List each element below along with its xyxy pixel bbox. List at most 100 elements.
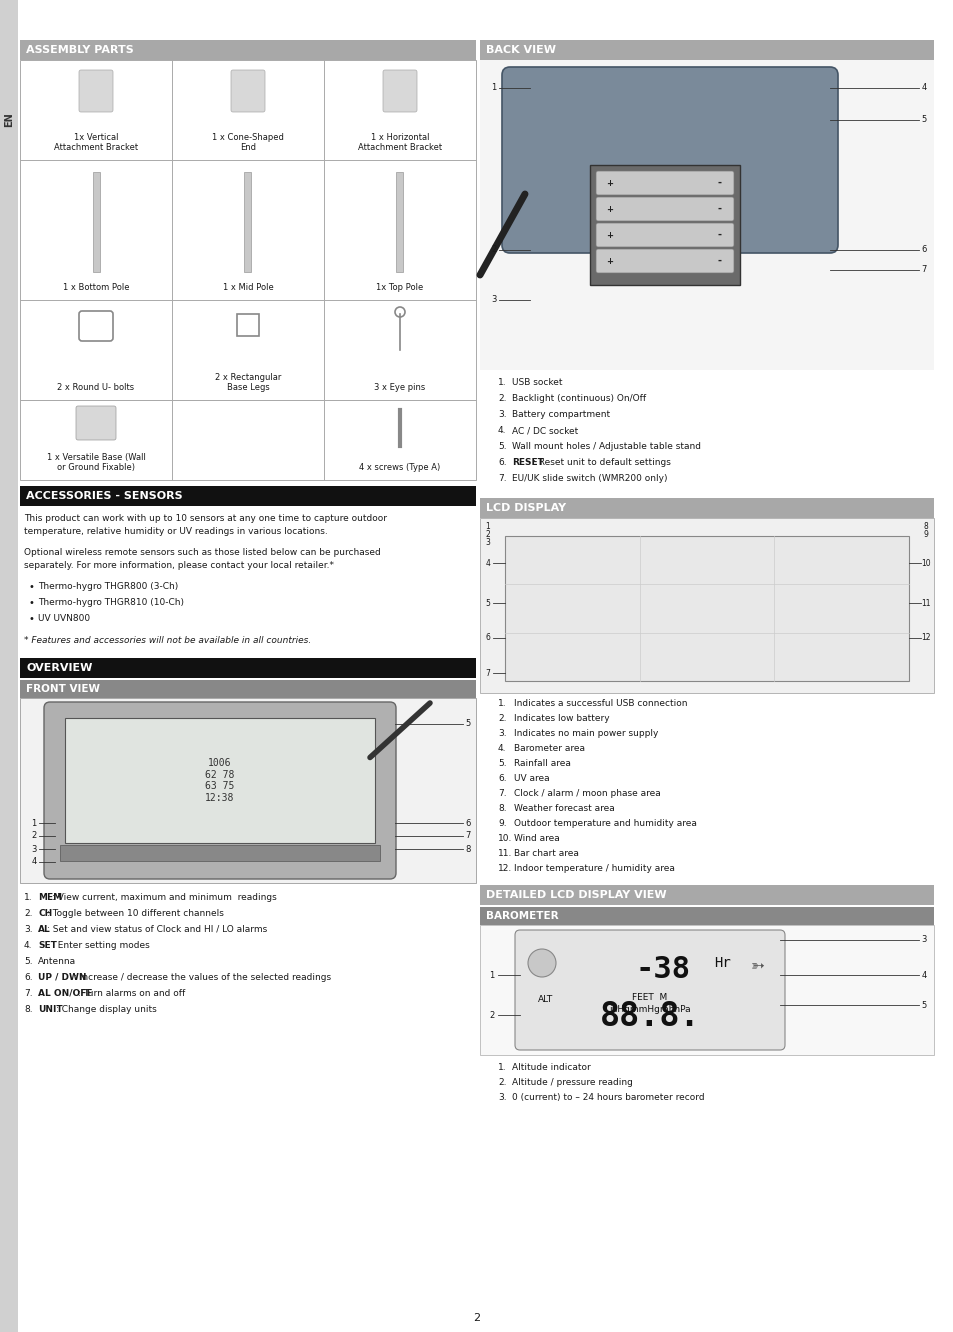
Bar [20,60,476,400]
Text: Altitude / pressure reading: Altitude / pressure reading [512,1078,632,1087]
FancyBboxPatch shape [76,406,116,440]
Text: Backlight (continuous) On/Off: Backlight (continuous) On/Off [512,394,645,404]
Text: 2: 2 [473,1313,480,1323]
Text: 3 x Eye pins: 3 x Eye pins [374,384,425,392]
Text: 2: 2 [489,1011,494,1019]
Text: 1 x Mid Pole: 1 x Mid Pole [222,282,274,292]
Text: Indicates a successful USB connection: Indicates a successful USB connection [514,699,687,709]
Bar [20,681,476,698]
Text: Antenna: Antenna [38,956,76,966]
Text: 11: 11 [921,598,930,607]
Text: 5.: 5. [497,442,506,452]
Text: 4.: 4. [24,940,32,950]
Text: : Change display units: : Change display units [56,1006,156,1014]
Text: Barometer area: Barometer area [514,745,584,753]
Text: 6: 6 [921,245,925,254]
Bar [20,658,476,678]
Text: 12: 12 [921,634,930,642]
Bar [92,172,99,272]
FancyBboxPatch shape [596,170,733,194]
Text: 1.: 1. [24,892,32,902]
Text: OVERVIEW: OVERVIEW [26,663,92,673]
Text: 7: 7 [921,265,925,274]
Bar [479,60,933,370]
Text: AL: AL [38,924,51,934]
Text: 5: 5 [921,1000,925,1010]
FancyBboxPatch shape [515,930,784,1050]
Text: 11.: 11. [497,848,512,858]
Text: USB socket: USB socket [512,378,562,388]
Text: 1: 1 [489,971,494,979]
Bar [589,165,740,285]
Text: MEM: MEM [38,892,62,902]
Text: 2: 2 [491,245,497,254]
Text: UV UVN800: UV UVN800 [38,614,90,623]
Text: Clock / alarm / moon phase area: Clock / alarm / moon phase area [514,789,660,798]
Text: BAROMETER: BAROMETER [485,911,558,920]
Text: 1x Vertical
Attachment Bracket: 1x Vertical Attachment Bracket [54,133,138,152]
FancyBboxPatch shape [596,197,733,221]
Text: 1: 1 [31,818,36,827]
Text: +: + [606,205,613,213]
Text: : Turn alarms on and off: : Turn alarms on and off [78,988,186,998]
Text: ➳: ➳ [750,956,764,974]
Text: 4 x screws (Type A): 4 x screws (Type A) [359,464,440,472]
Text: : Increase / decrease the values of the selected readings: : Increase / decrease the values of the … [74,972,331,982]
Bar [479,924,933,1055]
Text: This product can work with up to 10 sensors at any one time to capture outdoor: This product can work with up to 10 sens… [24,514,387,523]
Text: ACCESSORIES - SENSORS: ACCESSORIES - SENSORS [26,492,182,501]
Text: 7.: 7. [497,789,506,798]
Text: FEET  M: FEET M [632,992,667,1002]
Text: separately. For more information, please contact your local retailer.*: separately. For more information, please… [24,561,334,570]
Text: 7.: 7. [24,988,32,998]
Text: Outdoor temperature and humidity area: Outdoor temperature and humidity area [514,819,696,829]
FancyBboxPatch shape [596,222,733,246]
Text: inHgmmHgmbhPa: inHgmmHgmbhPa [609,1006,690,1014]
Text: RESET: RESET [512,458,543,468]
Text: UNIT: UNIT [38,1006,63,1014]
Text: 8: 8 [465,844,470,854]
Text: 88.8.: 88.8. [599,1000,700,1034]
Text: 2 x Round U- bolts: 2 x Round U- bolts [57,384,134,392]
Text: 6.: 6. [497,774,506,783]
Bar [236,314,258,336]
Text: SET: SET [38,940,57,950]
Text: 1.: 1. [497,699,506,709]
Text: 4: 4 [485,558,490,567]
Text: ASSEMBLY PARTS: ASSEMBLY PARTS [26,45,133,55]
Text: 1 x Cone-Shaped
End: 1 x Cone-Shaped End [212,133,284,152]
Text: 2.: 2. [24,908,32,918]
Bar [244,172,252,272]
Text: 4: 4 [921,84,925,92]
Bar [60,844,379,860]
Text: Indicates no main power supply: Indicates no main power supply [514,729,658,738]
Text: 3: 3 [31,844,36,854]
Text: AC / DC socket: AC / DC socket [512,426,578,436]
Bar [504,535,908,681]
Text: 5.: 5. [497,759,506,769]
Text: : Set and view status of Clock and HI / LO alarms: : Set and view status of Clock and HI / … [47,924,267,934]
Text: Altitude indicator: Altitude indicator [512,1063,590,1072]
Text: Indicates low battery: Indicates low battery [514,714,609,723]
Text: 3.: 3. [497,410,506,420]
Text: Rainfall area: Rainfall area [514,759,570,769]
Text: +: + [606,230,613,240]
Text: •: • [28,582,34,591]
Text: +: + [606,257,613,265]
Text: -: - [718,230,721,240]
FancyBboxPatch shape [596,249,733,273]
Bar [479,907,933,924]
Text: 1006
62 78
63 75
12:38: 1006 62 78 63 75 12:38 [205,758,234,803]
Text: 2 x Rectangular
Base Legs: 2 x Rectangular Base Legs [214,373,281,392]
Text: UV area: UV area [514,774,549,783]
FancyBboxPatch shape [501,67,837,253]
Text: 2.: 2. [497,394,506,404]
Text: Optional wireless remote sensors such as those listed below can be purchased: Optional wireless remote sensors such as… [24,547,380,557]
Text: 7.: 7. [497,474,506,484]
Text: 8.: 8. [497,805,506,813]
Text: : View current, maximum and minimum  readings: : View current, maximum and minimum read… [51,892,276,902]
Text: * Features and accessories will not be available in all countries.: * Features and accessories will not be a… [24,635,311,645]
Text: temperature, relative humidity or UV readings in various locations.: temperature, relative humidity or UV rea… [24,527,328,535]
Text: 5: 5 [485,598,490,607]
FancyBboxPatch shape [44,702,395,879]
